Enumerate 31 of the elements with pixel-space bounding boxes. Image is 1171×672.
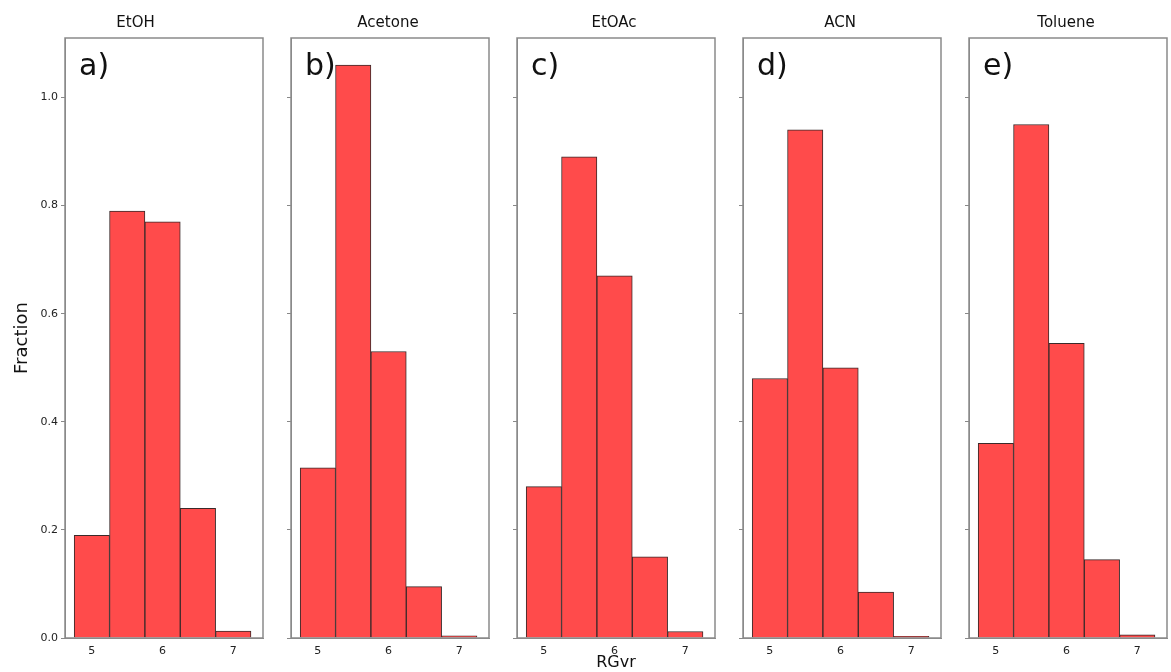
y-tick-label: 1.0 (40, 90, 58, 104)
x-tick-label: 7 (455, 644, 463, 658)
annotation: d) (757, 46, 788, 82)
x-tick-label: 5 (314, 644, 322, 658)
x-tick-label: 7 (229, 644, 237, 658)
x-tick-label: 5 (766, 644, 774, 658)
y-tick-label: 0.6 (40, 306, 58, 320)
chart-title: Toluene (1036, 12, 1095, 31)
chart-title: Acetone (357, 12, 419, 31)
y-tick-label: 0.0 (40, 630, 58, 644)
x-tick-label: 7 (1133, 644, 1141, 658)
x-tick-label: 5 (992, 644, 1000, 658)
y-tick-label: 0.2 (40, 522, 58, 536)
annotation: c) (531, 46, 560, 82)
chart-title: EtOH (116, 12, 155, 31)
annotation: a) (79, 46, 110, 82)
x-tick-label: 6 (385, 644, 393, 658)
x-tick-label: 5 (88, 644, 96, 658)
x-tick-label: 6 (1063, 644, 1071, 658)
x-tick-label: 7 (681, 644, 689, 658)
annotation: b) (305, 46, 336, 82)
x-tick-label: 6 (837, 644, 845, 658)
y-tick-label: 0.8 (40, 198, 58, 212)
x-tick-label: 6 (159, 644, 167, 658)
chart-title: ACN (824, 12, 856, 31)
chart-title: EtOAc (591, 12, 637, 31)
y-axis-title: Fraction (10, 302, 32, 374)
x-tick-label: 7 (907, 644, 915, 658)
annotation: e) (983, 46, 1014, 82)
y-tick-label: 0.4 (40, 414, 58, 428)
x-tick-label: 5 (540, 644, 548, 658)
